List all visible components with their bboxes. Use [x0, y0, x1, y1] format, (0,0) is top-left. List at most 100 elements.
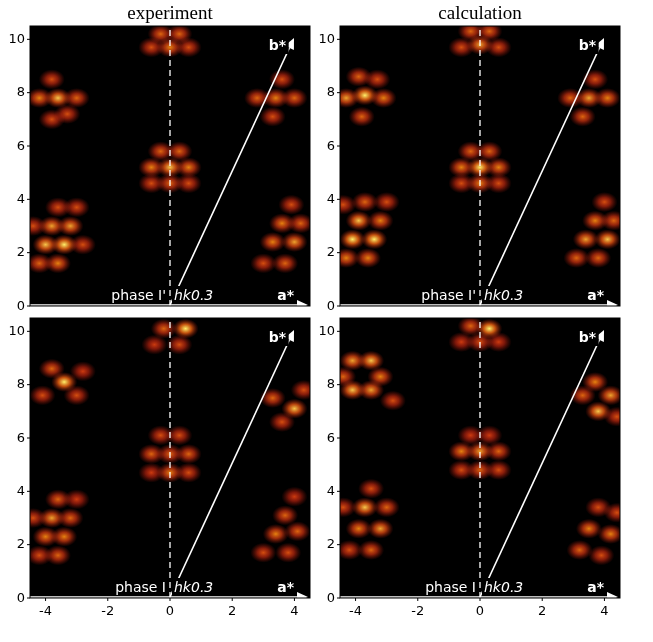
- y-tick-label: 0: [327, 590, 335, 605]
- axis-label: b*: [579, 329, 597, 345]
- x-tick: [294, 598, 295, 601]
- diffraction-spot: [367, 211, 393, 231]
- b-star-arrow: [480, 38, 604, 305]
- zero-line: [169, 26, 170, 306]
- y-tick-label: 2: [327, 244, 335, 259]
- diffraction-spot: [367, 519, 393, 539]
- diffraction-spot: [340, 497, 356, 517]
- x-tick-label: 0: [476, 603, 484, 618]
- diffraction-spot: [358, 540, 384, 560]
- plane-label: hk0.3: [174, 287, 213, 303]
- frame: [340, 26, 620, 306]
- y-tick-label: 6: [17, 138, 25, 153]
- y-tick-label: 4: [327, 483, 335, 498]
- diffraction-spot: [588, 545, 614, 565]
- y-tick: [27, 384, 30, 385]
- y-tick: [27, 39, 30, 40]
- diffraction-spot: [281, 399, 307, 419]
- diffraction-spot: [595, 88, 620, 108]
- y-tick-label: 0: [327, 298, 335, 313]
- axis-label: b*: [269, 329, 287, 345]
- y-tick-label: 4: [17, 483, 25, 498]
- x-tick-label: 4: [290, 603, 298, 618]
- y-tick: [27, 438, 30, 439]
- diffraction-spot: [45, 545, 71, 565]
- a-star-axis-head: [297, 592, 308, 602]
- x-tick-label: -2: [101, 603, 114, 618]
- x-tick-label: 2: [228, 603, 236, 618]
- y-tick: [27, 491, 30, 492]
- diffraction-spot: [30, 385, 55, 405]
- y-tick-label: 6: [327, 430, 335, 445]
- y-tick: [337, 306, 340, 307]
- diffraction-spot: [64, 197, 90, 217]
- diffraction-spot: [371, 88, 397, 108]
- y-tick-label: 10: [8, 31, 25, 46]
- plot-background: [30, 318, 310, 598]
- label-patch: [482, 286, 525, 304]
- y-tick-label: 4: [327, 191, 335, 206]
- diffraction-spot: [39, 69, 65, 89]
- diffraction-spot: [349, 107, 375, 127]
- b-star-arrow-shaft: [480, 48, 599, 305]
- diffraction-spot: [151, 319, 177, 339]
- y-tick: [337, 92, 340, 93]
- diffraction-spot: [54, 104, 80, 124]
- diffraction-spot: [70, 235, 96, 255]
- panel: a*b*phase I'hk0.30246810calculation: [318, 2, 626, 313]
- y-tick-label: 2: [17, 244, 25, 259]
- y-tick: [27, 146, 30, 147]
- diffraction-spot: [30, 216, 46, 236]
- y-tick: [337, 252, 340, 253]
- diffraction-spot: [604, 407, 620, 427]
- overlay: a*b*phase Ihk0.3: [30, 318, 308, 602]
- panel: a*b*phase I'hk0.30246810experiment: [8, 2, 313, 313]
- label-patch: [585, 578, 606, 596]
- diffraction-spot: [57, 216, 83, 236]
- x-tick-label: -4: [39, 603, 52, 618]
- diffraction-spot: [380, 391, 406, 411]
- y-tick-label: 10: [318, 323, 335, 338]
- y-tick: [27, 252, 30, 253]
- panel-title: calculation: [438, 2, 522, 23]
- label-patch: [172, 286, 215, 304]
- b-star-arrow-shaft: [170, 340, 289, 597]
- diffraction-spot: [582, 69, 608, 89]
- phase-label: phase I': [421, 287, 476, 303]
- x-tick-label: 2: [538, 603, 546, 618]
- plane-label: hk0.3: [174, 579, 213, 595]
- diffraction-spot: [288, 213, 310, 233]
- diffraction-spot: [591, 192, 617, 212]
- diffraction-spot: [260, 388, 286, 408]
- diffraction-spot: [595, 229, 620, 249]
- zero-line: [169, 318, 170, 598]
- y-tick: [27, 306, 30, 307]
- overlay: a*b*phase I'hk0.3: [30, 26, 308, 310]
- diffraction-spot: [601, 211, 620, 231]
- x-tick-label: -4: [349, 603, 362, 618]
- plot-background: [30, 26, 310, 306]
- plane-label: hk0.3: [484, 287, 523, 303]
- y-tick: [27, 199, 30, 200]
- y-tick-label: 10: [318, 31, 335, 46]
- label-patch: [419, 286, 478, 304]
- label-patch: [172, 578, 215, 596]
- diffraction-spot: [585, 248, 611, 268]
- a-star-axis-head: [607, 300, 618, 310]
- x-tick: [45, 598, 46, 601]
- label-patch: [275, 578, 296, 596]
- diffraction-spot: [176, 444, 202, 464]
- label-patch: [577, 328, 599, 346]
- diffraction-spot: [604, 503, 620, 523]
- label-patch: [577, 36, 599, 54]
- x-tick: [604, 598, 605, 601]
- diffraction-spot: [358, 380, 384, 400]
- a-star-axis: [340, 592, 618, 602]
- diffraction-spot: [285, 521, 310, 541]
- frame: [340, 318, 620, 598]
- axis-label: a*: [587, 287, 604, 303]
- x-tick: [542, 598, 543, 601]
- diffraction-spot: [486, 460, 512, 480]
- diffraction-spot: [272, 253, 298, 273]
- diffraction-spot: [260, 107, 286, 127]
